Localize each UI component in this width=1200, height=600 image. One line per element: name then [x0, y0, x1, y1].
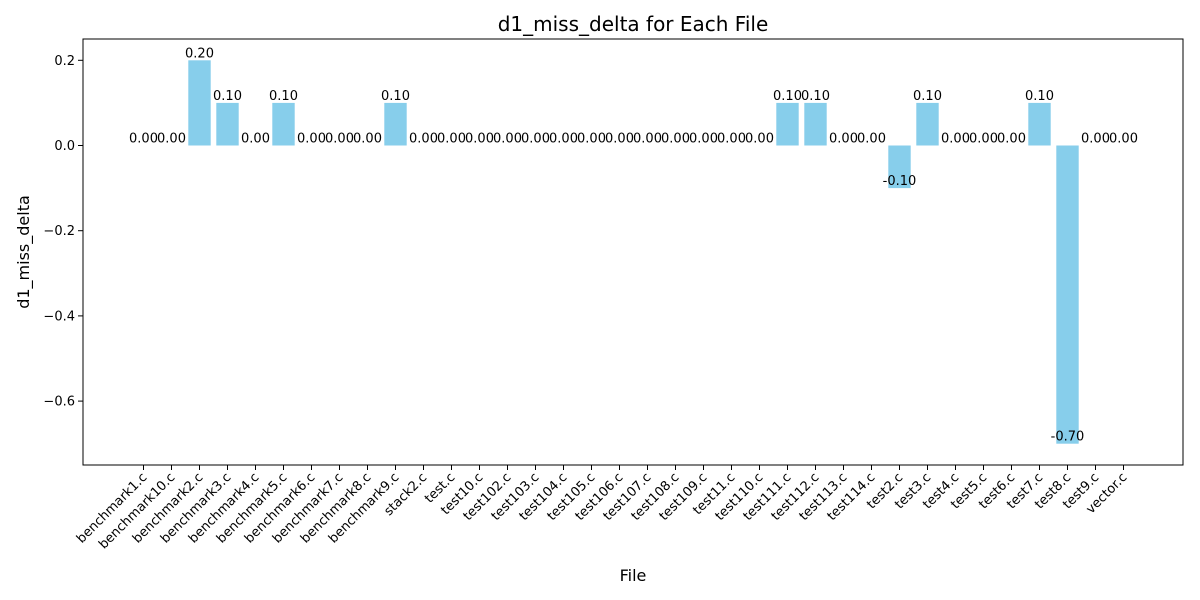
data-label: 0.00 — [1081, 132, 1110, 147]
y-tick-label: 0.2 — [54, 54, 75, 69]
data-label: 0.00 — [241, 132, 270, 147]
data-label: 0.10 — [1025, 89, 1054, 104]
bar — [888, 145, 911, 189]
y-tick-label: 0.0 — [54, 139, 75, 154]
plot-frame — [82, 38, 1184, 466]
data-label: 0.00 — [689, 132, 718, 147]
y-tick-label: −0.6 — [43, 395, 75, 410]
bar — [216, 102, 239, 146]
bar — [1056, 145, 1079, 444]
y-axis: −0.6 −0.4 −0.2 0.0 0.2 — [43, 54, 83, 410]
bar — [272, 102, 295, 146]
data-label: 0.10 — [801, 89, 830, 104]
data-label: 0.00 — [745, 132, 774, 147]
data-label: 0.00 — [521, 132, 550, 147]
data-label: 0.00 — [661, 132, 690, 147]
data-label: 0.00 — [157, 132, 186, 147]
data-label: 0.20 — [185, 46, 214, 61]
y-tick-label: −0.2 — [43, 224, 75, 239]
data-label: 0.00 — [465, 132, 494, 147]
bar — [384, 102, 407, 146]
data-label: 0.00 — [493, 132, 522, 147]
data-label: 0.00 — [633, 132, 662, 147]
data-label: 0.00 — [717, 132, 746, 147]
data-label: 0.00 — [605, 132, 634, 147]
bar — [804, 102, 827, 146]
data-label: 0.10 — [913, 89, 942, 104]
data-label: 0.10 — [381, 89, 410, 104]
data-label: 0.00 — [941, 132, 970, 147]
data-label: 0.00 — [829, 132, 858, 147]
data-label: 0.00 — [409, 132, 438, 147]
data-label: 0.10 — [773, 89, 802, 104]
chart-title: d1_miss_delta for Each File — [498, 12, 769, 36]
x-axis-label: File — [620, 566, 647, 585]
data-label: 0.00 — [549, 132, 578, 147]
bar — [916, 102, 939, 146]
data-label: -0.10 — [883, 174, 917, 189]
bars-group — [188, 60, 1079, 444]
data-label: 0.00 — [129, 132, 158, 147]
x-axis: benchmark1.cbenchmark10.cbenchmark2.cben… — [74, 465, 1130, 552]
data-label: 0.00 — [577, 132, 606, 147]
data-labels-group: 0.00 0.000.200.100.000.100.00 0.00 0.000.10… — [129, 46, 1138, 444]
data-label: 0.00 — [997, 132, 1026, 147]
data-label: 0.00 — [325, 132, 354, 147]
data-label: 0.00 — [437, 132, 466, 147]
data-label: 0.00 — [1109, 132, 1138, 147]
bar — [188, 60, 211, 146]
data-label: 0.10 — [213, 89, 242, 104]
data-label: -0.70 — [1051, 430, 1085, 445]
data-label: 0.00 — [353, 132, 382, 147]
y-tick-label: −0.4 — [43, 309, 75, 324]
data-label: 0.10 — [269, 89, 298, 104]
data-label: 0.00 — [297, 132, 326, 147]
bar — [776, 102, 799, 146]
data-label: 0.00 — [969, 132, 998, 147]
bar — [1028, 102, 1051, 146]
data-label: 0.00 — [857, 132, 886, 147]
y-axis-label: d1_miss_delta — [14, 195, 34, 309]
